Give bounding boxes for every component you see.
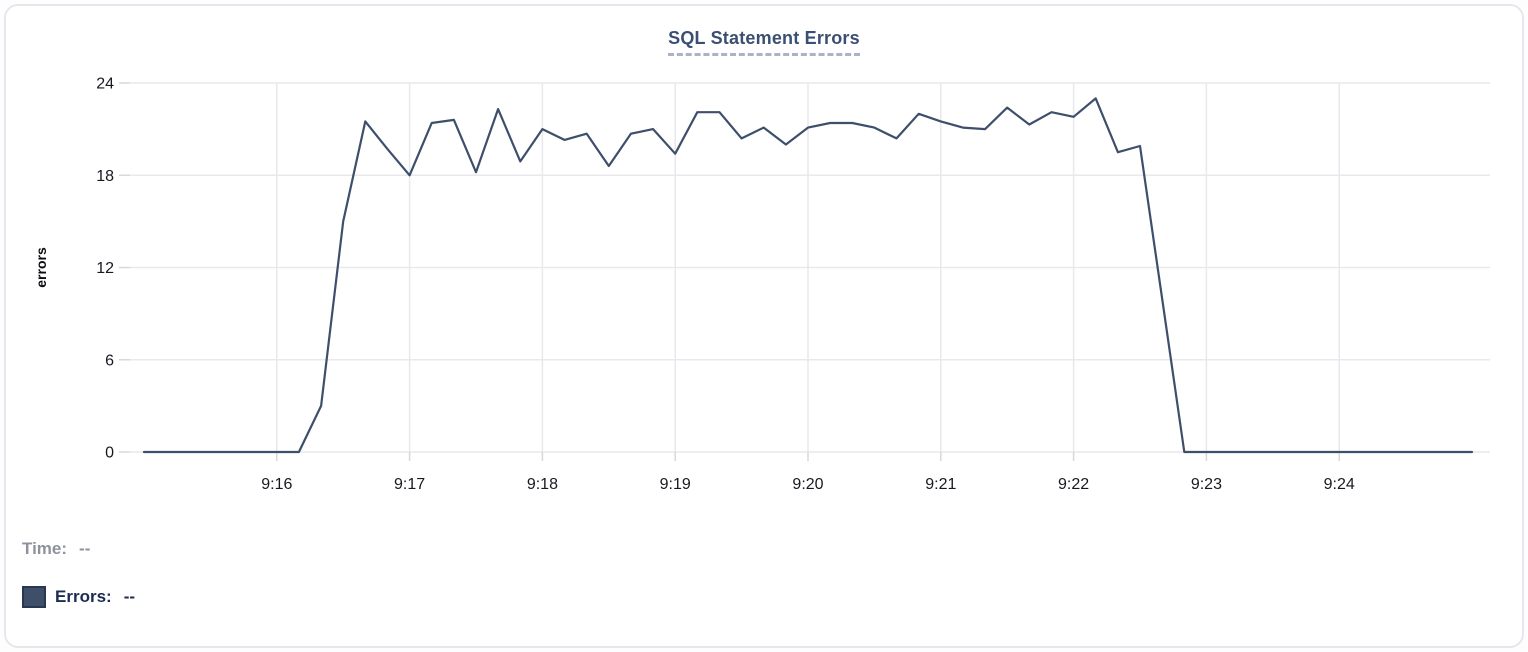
svg-text:9:20: 9:20 — [792, 476, 823, 493]
chart-canvas[interactable]: 0 6 12 18 24 9:16 9:17 9:18 9:19 9:20 9:21 9:22 9:23… — [0, 0, 1528, 508]
svg-text:9:22: 9:22 — [1058, 476, 1089, 493]
svg-text:9:16: 9:16 — [261, 476, 292, 493]
time-value: -- — [79, 539, 91, 558]
svg-text:0: 0 — [105, 445, 114, 462]
svg-text:24: 24 — [96, 76, 114, 93]
svg-text:12: 12 — [96, 260, 114, 277]
chart-panel: 0 6 12 18 24 9:16 9:17 9:18 9:19 9:20 9:21 9:22 9:23… — [4, 4, 1524, 648]
chart-title[interactable]: SQL Statement Errors — [668, 28, 860, 56]
svg-text:9:17: 9:17 — [394, 476, 425, 493]
svg-text:9:19: 9:19 — [660, 476, 691, 493]
svg-text:9:21: 9:21 — [925, 476, 956, 493]
svg-text:6: 6 — [105, 352, 114, 369]
legend-errors-row: Errors: -- — [22, 586, 135, 608]
svg-text:9:18: 9:18 — [527, 476, 558, 493]
svg-text:18: 18 — [96, 168, 114, 185]
svg-text:9:23: 9:23 — [1191, 476, 1222, 493]
chart-title-wrap: SQL Statement Errors — [6, 28, 1522, 56]
tooltip-time-row: Time: -- — [22, 539, 90, 559]
svg-text:errors: errors — [33, 247, 49, 288]
errors-series-swatch-icon — [22, 586, 46, 608]
time-label: Time: — [22, 539, 68, 558]
errors-label: Errors: — [55, 587, 112, 606]
svg-text:9:24: 9:24 — [1324, 476, 1355, 493]
errors-value: -- — [123, 587, 136, 606]
